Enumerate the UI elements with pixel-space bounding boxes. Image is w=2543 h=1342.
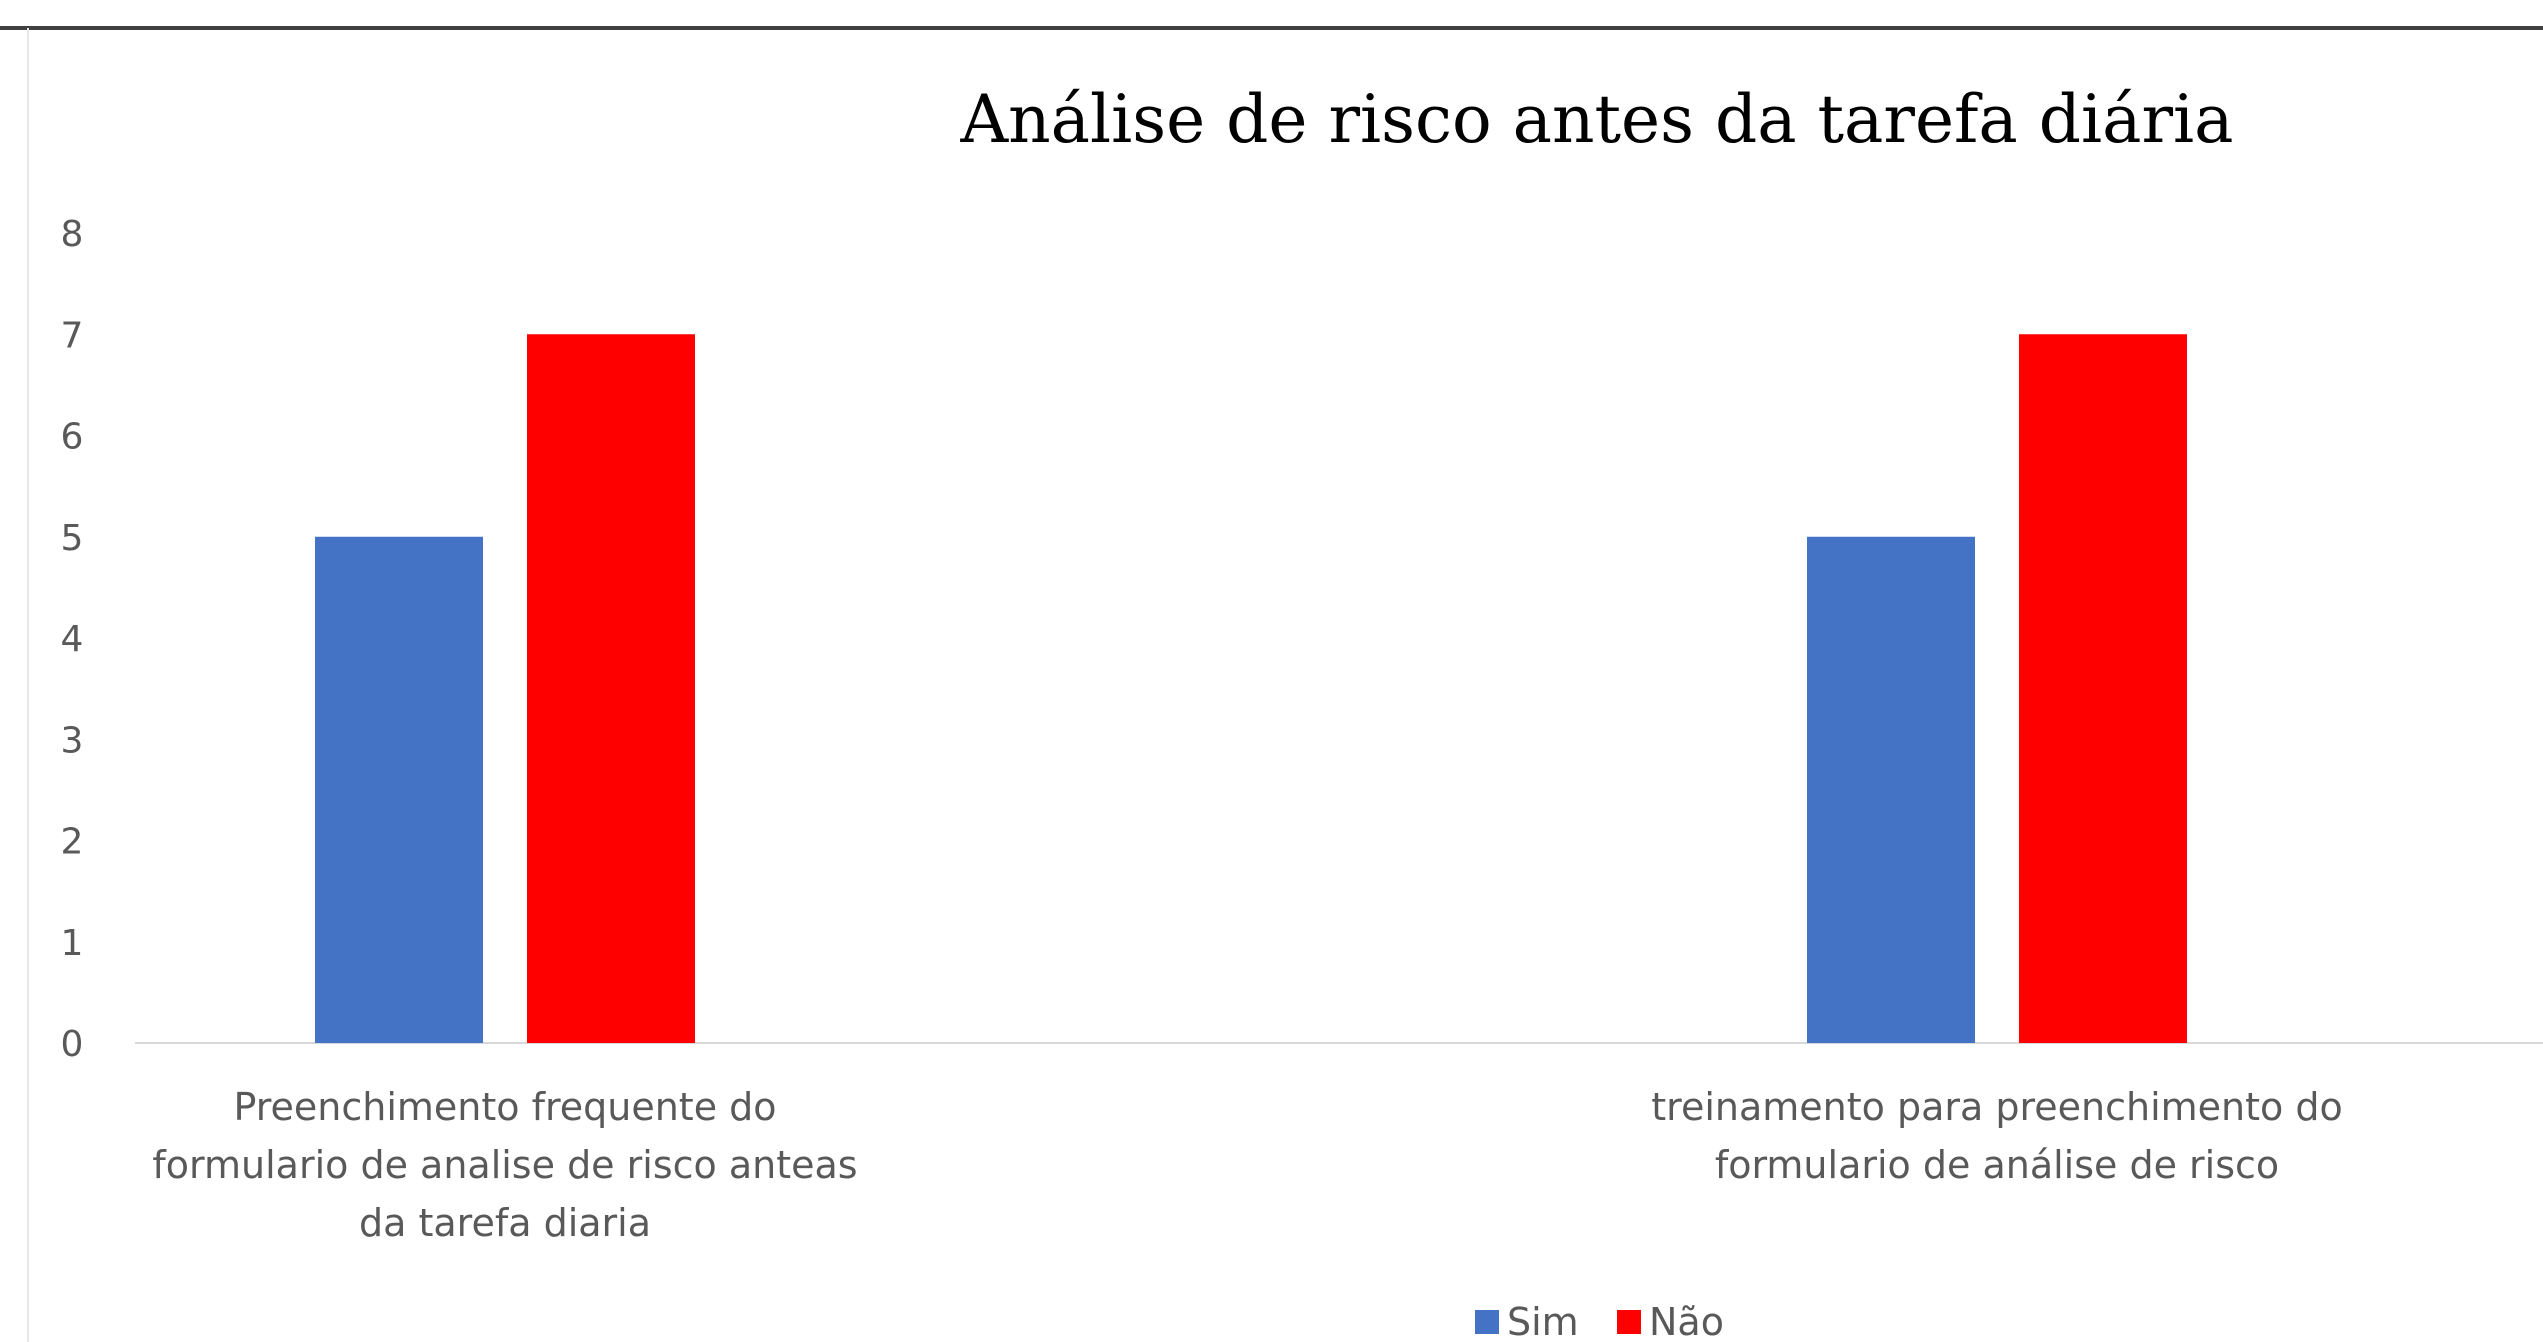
x-axis-labels: Preenchimento frequente do formulario de … xyxy=(152,1085,2342,1245)
y-tick-label: 7 xyxy=(61,315,84,356)
legend-swatch xyxy=(1475,1310,1499,1334)
bar-sim-1 xyxy=(315,536,483,1043)
category-label-line: da tarefa diaria xyxy=(359,1201,651,1245)
y-tick-label: 1 xyxy=(61,923,84,964)
y-tick-label: 0 xyxy=(61,1024,84,1065)
y-tick-label: 5 xyxy=(61,518,84,559)
y-tick-label: 4 xyxy=(61,619,84,660)
category-label-line: treinamento para preenchimento do xyxy=(1651,1085,2342,1129)
legend-label: Sim xyxy=(1507,1300,1579,1342)
category-label-line: formulario de análise de risco xyxy=(1715,1143,2279,1187)
legend-swatch xyxy=(1617,1310,1641,1334)
bar-sim-2 xyxy=(1807,536,1975,1043)
y-tick-label: 6 xyxy=(61,417,84,458)
category-label-line: Preenchimento frequente do xyxy=(233,1085,776,1129)
bars xyxy=(315,334,2187,1043)
y-axis-ticks: 0 1 2 3 4 5 6 7 8 xyxy=(61,214,84,1065)
legend-label: Não xyxy=(1649,1300,1724,1342)
bar-nao-1 xyxy=(527,334,695,1043)
y-tick-label: 8 xyxy=(61,214,84,255)
chart-title: Análise de risco antes da tarefa diária xyxy=(960,81,2234,158)
category-label-line: formulario de analise de risco anteas xyxy=(152,1143,857,1187)
y-tick-label: 2 xyxy=(61,822,84,863)
y-tick-label: 3 xyxy=(61,720,84,761)
bar-nao-2 xyxy=(2019,334,2187,1043)
legend: Sim Não xyxy=(1475,1300,1724,1342)
